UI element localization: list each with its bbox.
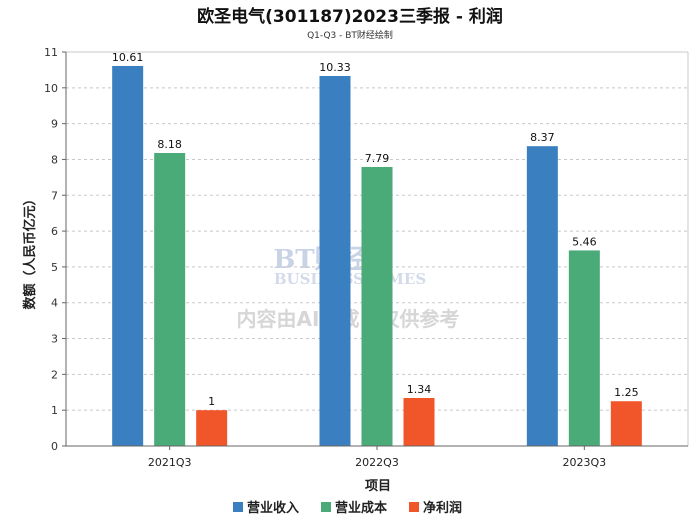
- bar-营业收入-2021Q3: [112, 65, 144, 447]
- chart-subtitle: Q1-Q3 - BT财经绘制: [307, 29, 393, 41]
- data-label: 1.25: [614, 386, 639, 399]
- legend-label: 营业收入: [247, 500, 299, 516]
- x-category-label: 2021Q3: [148, 456, 192, 469]
- x-category-label: 2022Q3: [355, 456, 399, 469]
- y-tick-label: 4: [51, 297, 58, 310]
- bar-营业成本-2023Q3: [568, 250, 600, 446]
- axes: [65, 52, 688, 450]
- y-tick-label: 0: [51, 440, 58, 453]
- y-tick-label: 6: [51, 225, 58, 238]
- y-tick-label: 7: [51, 189, 58, 202]
- data-label: 5.46: [572, 235, 597, 248]
- data-label: 10.61: [112, 51, 144, 64]
- legend-item[interactable]: 营业收入: [233, 500, 299, 516]
- data-label: 10.33: [319, 61, 351, 74]
- value-labels: 10.61 8.18 1 10.33 7.79 1.34 8.37 5.46 1.25: [112, 51, 639, 408]
- bar-营业收入-2022Q3: [319, 75, 351, 447]
- legend-item[interactable]: 净利润: [409, 500, 462, 516]
- bars-layer: [112, 65, 642, 447]
- y-axis-title: 数额（人民币亿元）: [22, 192, 38, 309]
- y-tick-label: 10: [44, 82, 58, 95]
- legend-label: 营业成本: [335, 500, 387, 516]
- bar-营业成本-2021Q3: [154, 153, 186, 447]
- y-tick-label: 2: [51, 368, 58, 381]
- bar-营业成本-2022Q3: [361, 166, 393, 446]
- y-tick-label: 11: [44, 46, 58, 59]
- data-label: 8.18: [157, 138, 182, 151]
- data-label: 1: [208, 395, 215, 408]
- chart-title: 欧圣电气(301187)2023三季报 - 利润: [197, 6, 503, 27]
- legend-label: 净利润: [423, 500, 462, 516]
- x-axis-title: 项目: [365, 479, 391, 494]
- legend: 营业收入 营业成本 净利润: [233, 500, 462, 516]
- data-label: 1.34: [407, 383, 432, 396]
- data-label: 8.37: [530, 131, 555, 144]
- y-tick-label: 3: [51, 333, 58, 346]
- x-category-label: 2023Q3: [563, 456, 607, 469]
- y-tick-labels: 0 1 2 3 4 5 6 7 8 9 10 11: [44, 46, 58, 453]
- x-category-labels: 2021Q3 2022Q3 2023Q3: [148, 456, 606, 469]
- bar-净利润-2021Q3: [196, 410, 228, 446]
- legend-item[interactable]: 营业成本: [321, 500, 387, 516]
- y-tick-label: 8: [51, 153, 58, 166]
- legend-swatch: [409, 502, 419, 512]
- y-tick-label: 9: [51, 118, 58, 131]
- data-label: 7.79: [365, 152, 390, 165]
- bar-净利润-2022Q3: [403, 398, 435, 446]
- bar-营业收入-2023Q3: [526, 146, 558, 446]
- y-tick-label: 1: [51, 404, 58, 417]
- y-tick-label: 5: [51, 261, 58, 274]
- legend-swatch: [321, 502, 331, 512]
- bar-净利润-2023Q3: [610, 401, 642, 446]
- legend-swatch: [233, 502, 243, 512]
